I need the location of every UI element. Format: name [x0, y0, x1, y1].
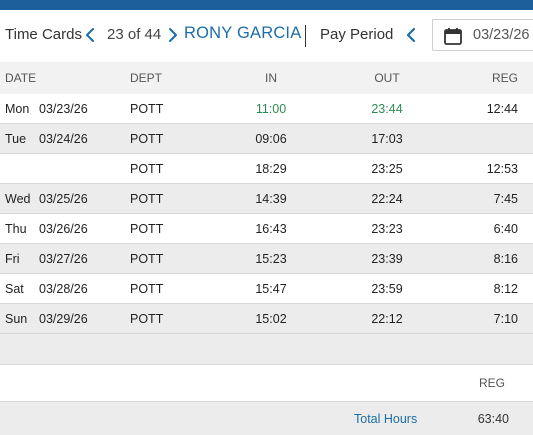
previous-employee-button[interactable]	[82, 24, 98, 46]
row-out-time: 23:44	[371, 102, 403, 116]
row-date: 03/23/26	[39, 102, 88, 116]
total-hours-row: Total Hours 63:40	[0, 401, 533, 435]
table-row[interactable]: Thu 03/26/26 POTT 16:43 23:23 6:40	[0, 214, 533, 244]
column-dept[interactable]: DEPT	[130, 71, 163, 85]
row-dept: POTT	[130, 282, 164, 296]
record-count: 23 of 44	[107, 26, 162, 43]
row-dept: POTT	[130, 252, 164, 266]
row-out-time: 17:03	[371, 132, 403, 146]
summary-reg-label: REG	[478, 376, 505, 390]
row-in-time: 18:29	[255, 162, 287, 176]
row-day: Sun	[5, 312, 28, 326]
top-accent-bar	[0, 0, 533, 10]
table-spacer-row	[0, 334, 533, 365]
table-row[interactable]: Tue 03/24/26 POTT 09:06 17:03	[0, 124, 533, 154]
row-reg-hours: 8:16	[493, 252, 518, 266]
table-row[interactable]: Fri 03/27/26 POTT 15:23 23:39 8:16	[0, 244, 533, 274]
row-out-time: 23:25	[371, 162, 403, 176]
column-date[interactable]: DATE	[5, 71, 37, 85]
chevron-left-icon	[86, 28, 94, 42]
row-reg-hours: 12:53	[486, 162, 518, 176]
column-out[interactable]: OUT	[374, 71, 400, 85]
row-date: 03/27/26	[39, 252, 88, 266]
row-out-time: 22:12	[371, 312, 403, 326]
header-divider	[305, 25, 306, 47]
row-in-time: 09:06	[255, 132, 287, 146]
row-in-time: 16:43	[255, 222, 287, 236]
summary-header: REG	[0, 365, 533, 401]
row-day: Fri	[5, 252, 20, 266]
row-in-time: 15:47	[255, 282, 287, 296]
row-reg-hours: 7:10	[493, 312, 518, 326]
row-dept: POTT	[130, 222, 164, 236]
chevron-left-icon	[406, 27, 416, 43]
total-hours-label: Total Hours	[354, 412, 418, 426]
pay-period-date: 03/23/26	[473, 27, 530, 43]
row-out-time: 23:39	[371, 252, 403, 266]
timecard-header: Time Cards 23 of 44 RONY GARCIA Pay Peri…	[0, 10, 533, 62]
row-date: 03/24/26	[39, 132, 88, 146]
column-in[interactable]: IN	[265, 71, 277, 85]
row-date: 03/26/26	[39, 222, 88, 236]
table-row[interactable]: POTT 18:29 23:25 12:53	[0, 154, 533, 184]
row-reg-hours: 8:12	[493, 282, 518, 296]
next-employee-button[interactable]	[165, 24, 181, 46]
row-reg-hours: 6:40	[493, 222, 518, 236]
row-dept: POTT	[130, 162, 164, 176]
row-dept: POTT	[130, 312, 164, 326]
row-date: 03/28/26	[39, 282, 88, 296]
row-day: Sat	[5, 282, 24, 296]
row-reg-hours: 7:45	[493, 192, 518, 206]
total-hours-value: 63:40	[477, 412, 509, 426]
pay-period-date-picker[interactable]: 03/23/26	[432, 19, 533, 51]
previous-period-button[interactable]	[403, 24, 419, 46]
calendar-icon	[444, 28, 462, 45]
row-dept: POTT	[130, 192, 164, 206]
row-out-time: 23:23	[371, 222, 403, 236]
pay-period-label: Pay Period	[320, 26, 394, 43]
row-day: Mon	[5, 102, 30, 116]
table-row[interactable]: Wed 03/25/26 POTT 14:39 22:24 7:45	[0, 184, 533, 214]
row-day: Tue	[5, 132, 27, 146]
row-day: Thu	[5, 222, 27, 236]
row-dept: POTT	[130, 132, 164, 146]
table-row[interactable]: Mon 03/23/26 POTT 11:00 23:44 12:44	[0, 94, 533, 124]
row-in-time: 15:23	[255, 252, 287, 266]
chevron-right-icon	[169, 28, 177, 42]
row-day: Wed	[5, 192, 31, 206]
row-dept: POTT	[130, 102, 164, 116]
column-reg[interactable]: REG	[491, 71, 518, 85]
row-out-time: 22:24	[371, 192, 403, 206]
row-out-time: 23:59	[371, 282, 403, 296]
row-in-time: 15:02	[255, 312, 287, 326]
row-in-time: 14:39	[255, 192, 287, 206]
page-title: Time Cards	[5, 26, 82, 43]
table-column-header: DATE DEPT IN OUT REG	[0, 62, 533, 94]
row-date: 03/29/26	[39, 312, 88, 326]
table-row[interactable]: Sun 03/29/26 POTT 15:02 22:12 7:10	[0, 304, 533, 334]
row-reg-hours: 12:44	[486, 102, 518, 116]
employee-name-link[interactable]: RONY GARCIA	[184, 24, 302, 42]
row-date: 03/25/26	[39, 192, 88, 206]
row-in-time: 11:00	[255, 102, 287, 116]
table-row[interactable]: Sat 03/28/26 POTT 15:47 23:59 8:12	[0, 274, 533, 304]
